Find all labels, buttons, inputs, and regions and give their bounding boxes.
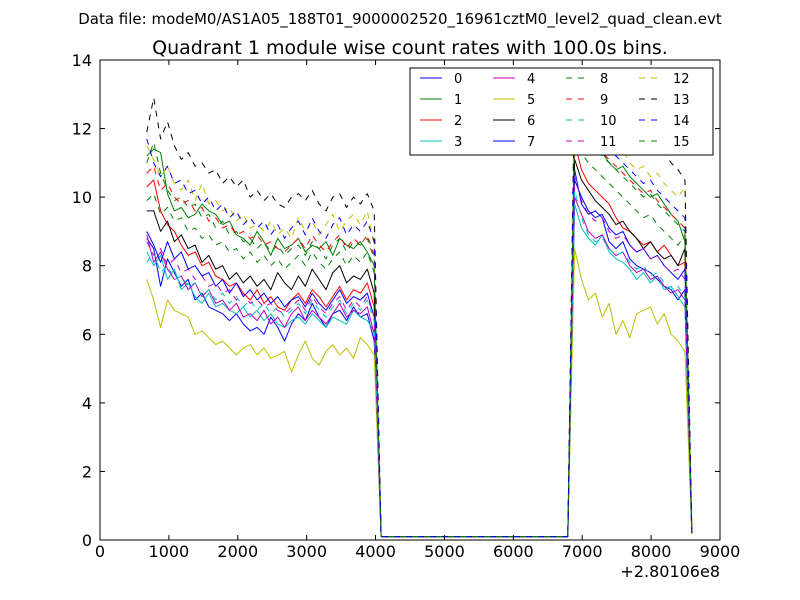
series-line-0 [146,169,693,538]
y-tick-label: 4 [82,394,92,413]
x-tick-label: 6000 [493,542,534,561]
y-tick-label: 0 [82,531,92,550]
series-line-8 [146,110,693,538]
series-line-5 [146,248,693,538]
y-tick-label: 6 [82,325,92,344]
x-tick-label: 2000 [217,542,258,561]
series-line-12 [146,90,693,538]
legend-label-10: 10 [600,114,617,129]
x-tick-label: 8000 [631,542,672,561]
legend-label-15: 15 [673,135,690,150]
series-line-9 [146,100,693,538]
legend-label-8: 8 [600,72,608,87]
series-line-15 [146,131,693,538]
y-tick-label: 2 [82,462,92,481]
x-tick-label: 0 [95,542,105,561]
y-tick-label: 12 [72,120,92,139]
legend-label-14: 14 [673,114,690,129]
chart-title: Quadrant 1 module wise count rates with … [152,37,668,59]
y-tick-label: 14 [72,51,92,70]
legend-label-7: 7 [527,135,535,150]
series-line-14 [146,97,693,538]
x-axis: 0 1000 2000 3000 4000 5000 6000 7000 8000 9000 [95,60,740,561]
legend-label-9: 9 [600,93,608,108]
x-axis-offset-label: +2.80106e8 [620,562,720,581]
series-line-6 [146,158,693,538]
series-layer [146,69,693,538]
legend-label-5: 5 [527,93,535,108]
legend-label-12: 12 [673,72,690,87]
series-line-7 [146,179,693,538]
series-line-1 [146,117,693,538]
legend-label-1: 1 [454,93,462,108]
legend-label-0: 0 [454,72,462,87]
y-tick-label: 8 [82,257,92,276]
legend-label-13: 13 [673,93,690,108]
series-line-10 [146,189,693,538]
legend-label-6: 6 [527,114,535,129]
legend-label-3: 3 [454,135,462,150]
series-line-11 [146,176,693,538]
x-tick-label: 1000 [149,542,190,561]
legend-frame [409,67,714,156]
x-tick-label: 3000 [286,542,327,561]
legend-label-11: 11 [600,135,617,150]
x-tick-label: 5000 [424,542,465,561]
x-tick-label: 7000 [562,542,603,561]
plot-area-frame [99,59,721,541]
legend-label-4: 4 [527,72,535,87]
legend-label-2: 2 [454,114,462,129]
y-tick-label: 10 [72,188,92,207]
x-tick-label: 9000 [700,542,741,561]
figure-suptitle: Data file: modeM0/AS1A05_188T01_90000025… [78,10,722,29]
series-line-3 [146,203,693,538]
x-tick-label: 4000 [355,542,396,561]
